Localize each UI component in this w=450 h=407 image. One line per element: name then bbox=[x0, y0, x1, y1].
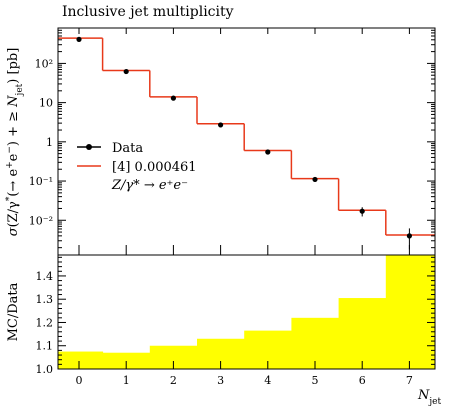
ratio-y-tick-label: 1.4 bbox=[36, 270, 54, 283]
main-y-tick-label: 10² bbox=[35, 57, 53, 70]
ratio-y-tick-label: 1.2 bbox=[36, 316, 54, 329]
main-y-tick-label: 1 bbox=[46, 136, 53, 149]
legend-process-label: Z/γ* → e⁺e⁻ bbox=[111, 178, 188, 193]
ratio-bars bbox=[58, 255, 436, 369]
data-point bbox=[406, 233, 412, 239]
x-tick-label: 6 bbox=[359, 374, 366, 387]
x-tick-label: 4 bbox=[264, 374, 271, 387]
ratio-bar bbox=[338, 298, 387, 369]
x-tick-label: 3 bbox=[217, 374, 224, 387]
ratio-y-tick-label: 1.3 bbox=[36, 293, 54, 306]
legend-data-label: Data bbox=[112, 141, 143, 156]
data-point bbox=[123, 68, 129, 75]
ratio-plot-frame bbox=[57, 254, 436, 370]
x-tick-label: 5 bbox=[312, 374, 319, 387]
main-ylabel: σ(Z/γ*(→ e+e−) + ≥ Njet) [pb] bbox=[5, 48, 25, 237]
mc-step-line bbox=[58, 37, 435, 236]
ratio-y-tick-label: 1.0 bbox=[36, 363, 54, 376]
ratio-ylabel: MC/Data bbox=[6, 282, 21, 341]
ratio-bar bbox=[149, 345, 198, 369]
main-y-tick-label: 10⁻¹ bbox=[29, 175, 53, 188]
ratio-bar bbox=[58, 351, 104, 369]
x-tick-label: 1 bbox=[123, 374, 130, 387]
axes: 10⁻² 10⁻¹ 1 10 10² 0 1 2 3 4 5 6 7 1.0 1.1 1.2 1.3 1.4 bbox=[29, 27, 435, 387]
data-points bbox=[76, 36, 412, 250]
data-point bbox=[76, 36, 82, 42]
ratio-y-tick-label: 1.1 bbox=[36, 340, 54, 353]
main-y-tick-label: 10⁻² bbox=[29, 214, 53, 227]
ratio-bar bbox=[291, 317, 340, 369]
legend-mc-label: [4] 0.000461 bbox=[112, 160, 197, 175]
legend: Data [4] 0.000461 Z/γ* → e⁺e⁻ bbox=[77, 141, 197, 193]
main-y-tick-label: 10 bbox=[39, 97, 53, 110]
data-point bbox=[170, 95, 176, 101]
ratio-bar bbox=[102, 352, 151, 369]
x-tick-label: 0 bbox=[76, 374, 83, 387]
data-point bbox=[359, 208, 365, 214]
data-point bbox=[312, 176, 318, 183]
x-tick-label: 2 bbox=[170, 374, 177, 387]
xlabel: Njet bbox=[417, 388, 441, 407]
data-point bbox=[218, 122, 224, 128]
legend-data-marker bbox=[86, 144, 92, 150]
ratio-bar bbox=[385, 255, 436, 369]
data-point bbox=[265, 149, 271, 155]
chart-title: Inclusive jet multiplicity bbox=[62, 4, 234, 20]
x-tick-label: 7 bbox=[406, 374, 413, 387]
